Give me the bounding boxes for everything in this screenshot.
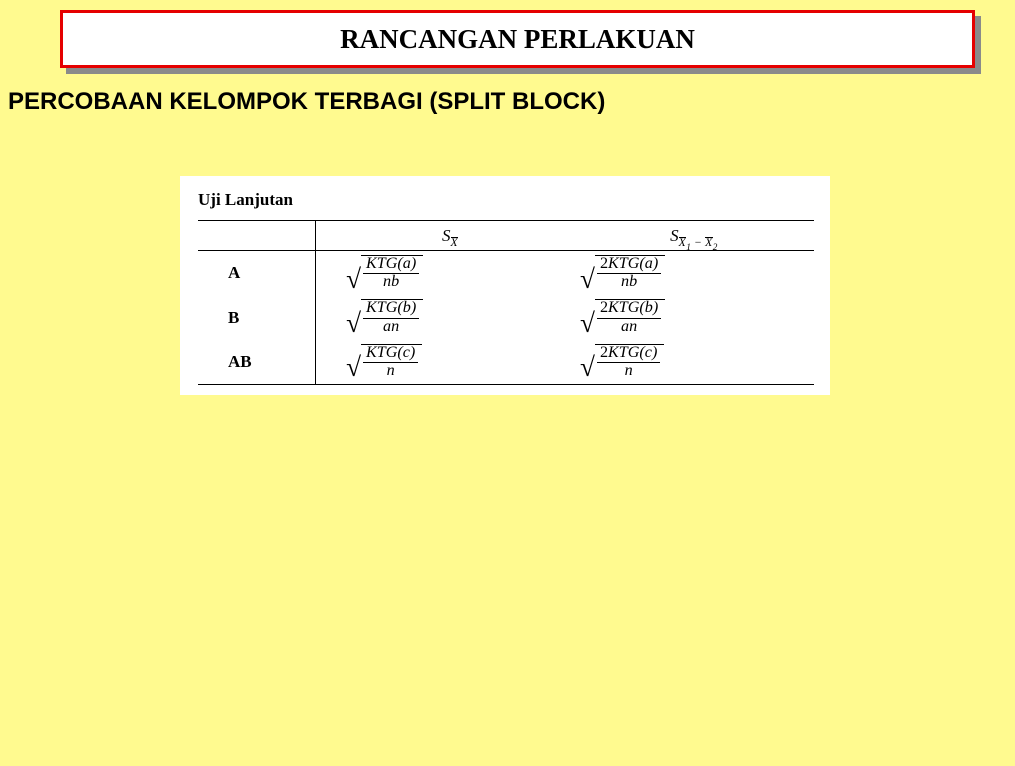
row-label: B [198,295,316,339]
cell-sx: √KTG(c)n [316,340,560,385]
hdr-sd-X2: X [705,236,713,249]
hdr-sd-sub2: 2 [713,242,718,252]
hdr-sd-S: S [670,226,679,245]
table-row: A √KTG(a)nb √2KTG(a)nb [198,251,814,296]
num: KTG(a) [608,255,658,272]
table-header-row: SX SX1 − X2 [198,221,814,251]
num: KTG(b) [608,299,658,316]
page-title: RANCANGAN PERLAKUAN [340,24,695,55]
table-row: AB √KTG(c)n √2KTG(c)n [198,340,814,385]
header-blank [198,221,316,251]
num: KTG(a) [366,256,416,273]
title-box: RANCANGAN PERLAKUAN [60,10,975,68]
page-subtitle: PERCOBAAN KELOMPOK TERBAGI (SPLIT BLOCK) [8,88,1015,116]
row-label: A [198,251,316,296]
section-heading: Uji Lanjutan [198,190,814,210]
formula-table: SX SX1 − X2 A √KTG(a)nb √2KTG(a)nb B √KT… [198,220,814,385]
num: KTG(c) [366,345,415,362]
den: nb [383,274,399,291]
cell-sx: √KTG(a)nb [316,251,560,296]
hdr-sx-Xbar: X [451,236,459,249]
den: nb [621,274,637,291]
cell-sdiff: √2KTG(a)nb [560,251,814,296]
cell-sx: √KTG(b)an [316,295,560,339]
table-row: B √KTG(b)an √2KTG(b)an [198,295,814,339]
num: KTG(b) [366,300,416,317]
num: KTG(c) [608,344,657,361]
content-panel: Uji Lanjutan SX SX1 − X2 A √KTG(a)nb √2K… [180,176,830,395]
header-sdiff: SX1 − X2 [560,221,814,251]
prefix: 2 [600,255,608,272]
row-label: AB [198,340,316,385]
prefix: 2 [600,344,608,361]
den: an [621,319,637,336]
prefix: 2 [600,299,608,316]
den: n [387,363,395,380]
hdr-sd-sub1: 1 [686,242,691,252]
title-banner: RANCANGAN PERLAKUAN [60,10,975,68]
den: n [625,363,633,380]
header-sx: SX [316,221,560,251]
cell-sdiff: √2KTG(c)n [560,340,814,385]
den: an [383,319,399,336]
cell-sdiff: √2KTG(b)an [560,295,814,339]
hdr-sx-S: S [442,226,451,245]
